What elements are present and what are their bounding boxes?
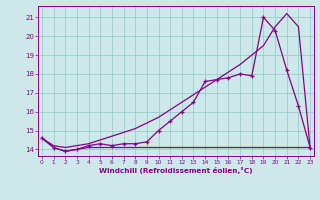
X-axis label: Windchill (Refroidissement éolien,°C): Windchill (Refroidissement éolien,°C)	[99, 167, 253, 174]
